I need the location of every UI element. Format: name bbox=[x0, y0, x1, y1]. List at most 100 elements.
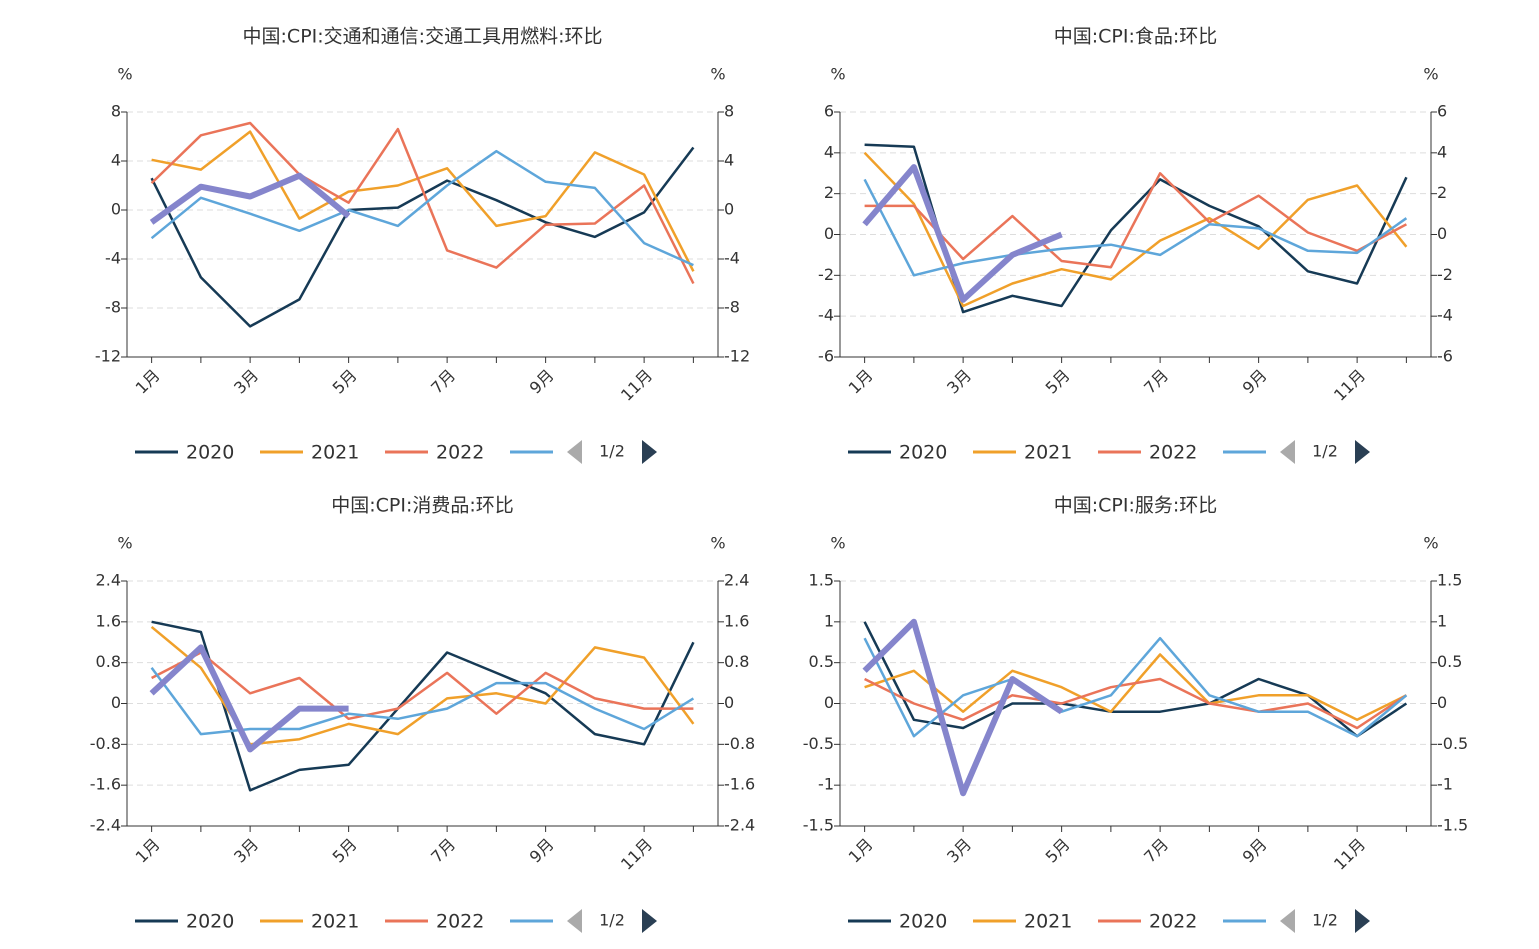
y2-tick-label: 1.6 bbox=[724, 611, 749, 630]
y-tick-label: 0 bbox=[111, 693, 121, 712]
series-line bbox=[151, 651, 694, 721]
x-tick-label: 3月 bbox=[943, 835, 975, 867]
y2-unit: % bbox=[1423, 534, 1438, 553]
y-tick-label: -0.8 bbox=[90, 734, 121, 753]
y-tick-label: -4 bbox=[105, 249, 121, 268]
x-tick-label: 11月 bbox=[617, 366, 656, 405]
series-line bbox=[149, 172, 351, 225]
y-tick-label: -4 bbox=[818, 306, 834, 325]
legend-label: 2020 bbox=[186, 442, 234, 464]
x-tick-label: 7月 bbox=[427, 835, 459, 867]
series-line bbox=[150, 625, 695, 746]
y-tick-label: -1.6 bbox=[90, 775, 121, 794]
y2-tick-label: -4 bbox=[724, 249, 740, 268]
y2-tick-label: -1.6 bbox=[724, 775, 755, 794]
x-tick-label: 3月 bbox=[230, 366, 262, 398]
y-tick-label: 2 bbox=[824, 183, 834, 202]
y-tick-label: 4 bbox=[824, 142, 834, 161]
x-tick-label: 9月 bbox=[1239, 835, 1271, 867]
x-tick-label: 1月 bbox=[132, 835, 164, 867]
series-line bbox=[864, 143, 1408, 314]
legend-prev[interactable] bbox=[1280, 440, 1295, 464]
legend-page: 1/2 bbox=[1312, 911, 1338, 930]
series-line bbox=[862, 618, 1064, 797]
series-line bbox=[151, 620, 695, 792]
y2-tick-label: 4 bbox=[724, 151, 734, 170]
chart-title: 中国:CPI:消费品:环比 bbox=[331, 495, 514, 517]
legend-next[interactable] bbox=[642, 440, 657, 464]
legend-label: 2022 bbox=[1149, 911, 1197, 933]
y2-tick-label: 4 bbox=[1437, 142, 1447, 161]
legend-label: 2021 bbox=[311, 442, 359, 464]
y-tick-label: 0 bbox=[111, 200, 121, 219]
x-tick-label: 1月 bbox=[132, 366, 164, 398]
series-line bbox=[864, 172, 1407, 269]
legend-next[interactable] bbox=[1355, 440, 1370, 464]
y2-tick-label: -1 bbox=[1437, 775, 1453, 794]
y2-tick-label: 1.5 bbox=[1437, 571, 1462, 590]
series-line bbox=[149, 644, 349, 753]
x-tick-label: 11月 bbox=[617, 835, 656, 874]
series-line bbox=[150, 146, 695, 328]
x-tick-label: 5月 bbox=[1042, 835, 1074, 867]
legend-label: 2021 bbox=[1024, 911, 1072, 933]
legend-prev[interactable] bbox=[567, 440, 582, 464]
x-tick-label: 9月 bbox=[526, 366, 558, 398]
y2-tick-label: -6 bbox=[1437, 347, 1453, 366]
series-line bbox=[864, 677, 1408, 730]
y-tick-label: -2 bbox=[818, 265, 834, 284]
legend-label: 2020 bbox=[186, 911, 234, 933]
y-tick-label: 4 bbox=[111, 151, 121, 170]
y-tick-label: -1 bbox=[818, 775, 834, 794]
x-tick-label: 7月 bbox=[427, 366, 459, 398]
y2-tick-label: 0.5 bbox=[1437, 652, 1462, 671]
legend-label: 2022 bbox=[436, 442, 484, 464]
legend-label: 2020 bbox=[899, 442, 947, 464]
y-tick-label: -6 bbox=[818, 347, 834, 366]
y-tick-label: -2.4 bbox=[90, 816, 121, 835]
y2-tick-label: -1.5 bbox=[1437, 816, 1468, 835]
x-tick-label: 5月 bbox=[1042, 366, 1074, 398]
legend-page: 1/2 bbox=[599, 442, 625, 461]
y-tick-label: 0 bbox=[824, 693, 834, 712]
legend-page: 1/2 bbox=[599, 911, 625, 930]
x-tick-label: 1月 bbox=[845, 366, 877, 398]
y2-tick-label: -8 bbox=[724, 298, 740, 317]
y-unit: % bbox=[830, 65, 845, 84]
legend-prev[interactable] bbox=[1280, 909, 1295, 933]
y2-tick-label: 0 bbox=[1437, 224, 1447, 243]
legend-next[interactable] bbox=[1355, 909, 1370, 933]
y-tick-label: 1 bbox=[824, 611, 834, 630]
series-line bbox=[151, 130, 695, 272]
x-tick-label: 3月 bbox=[230, 835, 262, 867]
y-tick-label: 6 bbox=[824, 102, 834, 121]
y-tick-label: 2.4 bbox=[96, 571, 121, 590]
y-tick-label: 8 bbox=[111, 102, 121, 121]
y2-tick-label: -4 bbox=[1437, 306, 1453, 325]
chart-title: 中国:CPI:服务:环比 bbox=[1054, 495, 1218, 517]
y-tick-label: -8 bbox=[105, 298, 121, 317]
y2-tick-label: 0.8 bbox=[724, 652, 749, 671]
legend-prev[interactable] bbox=[567, 909, 582, 933]
y2-tick-label: 1 bbox=[1437, 611, 1447, 630]
y2-tick-label: 0 bbox=[1437, 693, 1447, 712]
y2-tick-label: 2 bbox=[1437, 183, 1447, 202]
y2-tick-label: 0 bbox=[724, 693, 734, 712]
y2-tick-label: -12 bbox=[724, 347, 750, 366]
legend-next[interactable] bbox=[642, 909, 657, 933]
x-tick-label: 11月 bbox=[1330, 835, 1369, 874]
chart-title: 中国:CPI:交通和通信:交通工具用燃料:环比 bbox=[243, 26, 603, 48]
y2-unit: % bbox=[1423, 65, 1438, 84]
series-line bbox=[150, 149, 694, 267]
y2-tick-label: -0.5 bbox=[1437, 734, 1468, 753]
series-line bbox=[863, 151, 1408, 308]
x-tick-label: 5月 bbox=[329, 835, 361, 867]
y2-tick-label: -2.4 bbox=[724, 816, 755, 835]
y-tick-label: -0.5 bbox=[803, 734, 834, 753]
y-tick-label: -12 bbox=[95, 347, 121, 366]
y2-tick-label: -2 bbox=[1437, 265, 1453, 284]
x-tick-label: 7月 bbox=[1140, 835, 1172, 867]
y-tick-label: -1.5 bbox=[803, 816, 834, 835]
y2-tick-label: 8 bbox=[724, 102, 734, 121]
